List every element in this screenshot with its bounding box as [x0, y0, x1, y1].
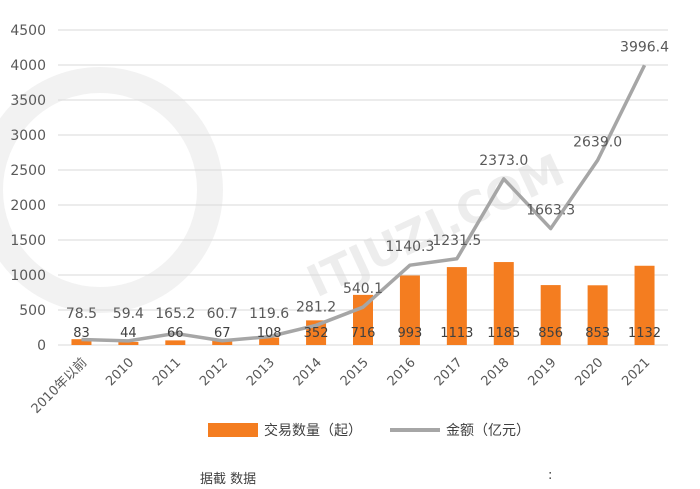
line-data-label: 165.2 [155, 306, 195, 322]
watermark-text: ITJUZI.COM [300, 145, 573, 308]
y-tick-label: 4000 [10, 58, 46, 74]
line-data-label: 60.7 [207, 306, 238, 322]
bar-data-label: 1185 [487, 326, 520, 341]
x-tick-label: 2010 [103, 355, 137, 389]
bar [446, 267, 467, 345]
line-data-label: 1663.3 [526, 203, 575, 219]
x-axis-ticks: 2010年以前 2010 2011 2012 2013 2014 2015 2016 2017 2… [28, 355, 653, 417]
bar [118, 341, 139, 345]
y-tick-label: 4500 [10, 23, 46, 39]
line-data-label: 1140.3 [385, 239, 434, 255]
y-tick-label: 0 [37, 338, 46, 354]
x-tick-label: 2016 [385, 355, 419, 389]
x-tick-label: 2014 [291, 355, 325, 389]
bar [587, 285, 608, 345]
bar [165, 340, 186, 345]
y-tick-label: 500 [19, 303, 46, 319]
bar-data-label: 1113 [440, 326, 473, 341]
bar-data-label: 856 [538, 326, 563, 341]
y-tick-label: 1500 [10, 233, 46, 249]
y-tick-label: 2000 [10, 198, 46, 214]
legend-swatch-bar [208, 423, 258, 437]
source-colon: : [548, 468, 553, 483]
x-tick-label: 2015 [338, 355, 372, 389]
bar [259, 337, 280, 345]
line-data-label: 59.4 [113, 306, 144, 322]
x-tick-label: 2011 [150, 355, 184, 389]
legend: 交易数量（起） 金额（亿元） [208, 420, 530, 440]
line-data-label: 2639.0 [573, 134, 622, 150]
bar [634, 265, 655, 345]
watermark: ITJUZI.COM [0, 67, 573, 313]
bar-data-label: 1132 [628, 326, 661, 341]
bar-data-label: 44 [120, 326, 137, 341]
watermark-logo-ring [0, 67, 223, 313]
line-data-label: 78.5 [66, 306, 97, 322]
x-tick-label: 2019 [526, 355, 560, 389]
bar [399, 275, 420, 345]
line-data-label: 281.2 [296, 299, 336, 315]
bar-data-label: 716 [351, 326, 376, 341]
bar-data-label: 993 [398, 326, 423, 341]
legend-swatch-line [390, 428, 440, 432]
x-tick-label: 2010年以前 [28, 355, 90, 417]
bar-data-label: 67 [214, 326, 231, 341]
bar-data-label: 66 [167, 326, 184, 341]
line-data-label: 1231.5 [432, 233, 481, 249]
legend-item-bars: 交易数量（起） [208, 420, 362, 440]
bar [212, 340, 233, 345]
x-tick-label: 2021 [619, 355, 653, 389]
y-tick-label: 1000 [10, 268, 46, 284]
line-data-label: 2373.0 [479, 153, 528, 169]
x-tick-label: 2020 [572, 355, 606, 389]
bar-data-label: 352 [304, 326, 329, 341]
bar [71, 339, 92, 345]
legend-label-line: 金额（亿元） [446, 423, 530, 439]
x-tick-label: 2013 [244, 355, 278, 389]
series-line [81, 64, 647, 343]
line-data-label: 3996.4 [620, 39, 669, 55]
bar-data-label: 83 [73, 326, 90, 341]
bar [493, 262, 514, 345]
source-note: 据截 数据 [200, 472, 257, 487]
x-tick-label: 2017 [432, 355, 466, 389]
line-series [81, 64, 647, 343]
line-data-label: 119.6 [249, 306, 289, 322]
legend-label-bars: 交易数量（起） [264, 423, 362, 439]
line-data-labels: 78.5 59.4 165.2 60.7 119.6 281.2 540.1 1140.312… [66, 39, 669, 322]
legend-item-line: 金额（亿元） [372, 420, 530, 440]
x-tick-label: 2012 [197, 355, 231, 389]
bar-data-label: 853 [585, 326, 610, 341]
y-tick-label: 3500 [10, 93, 46, 109]
y-axis-ticks: 0 500 1000 1500 2000 2500 3000 3500 4000 4500 [10, 23, 46, 354]
y-tick-label: 3000 [10, 128, 46, 144]
bar-data-labels: 83 44 66 67 108 352 716 993 1113 1185 856 853 1132 [73, 326, 661, 341]
line-data-label: 540.1 [343, 281, 383, 297]
x-tick-label: 2018 [479, 355, 513, 389]
y-tick-label: 2500 [10, 163, 46, 179]
bar [540, 285, 561, 345]
bar-data-label: 108 [257, 326, 282, 341]
grid-lines [58, 29, 668, 346]
